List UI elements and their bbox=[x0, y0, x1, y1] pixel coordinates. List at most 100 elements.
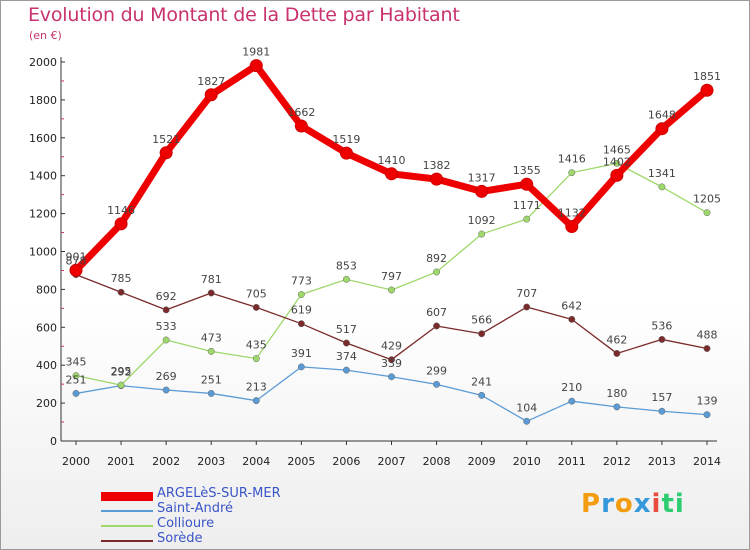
data-label: 1382 bbox=[423, 159, 451, 172]
data-point bbox=[478, 391, 486, 399]
data-label: 299 bbox=[426, 364, 447, 377]
y-tick-label: 800 bbox=[36, 283, 57, 296]
data-point bbox=[610, 168, 624, 182]
data-label: 853 bbox=[336, 259, 357, 272]
chart-title: Evolution du Montant de la Dette par Hab… bbox=[28, 4, 460, 26]
legend-swatch bbox=[101, 492, 153, 501]
x-tick-label: 2012 bbox=[603, 455, 631, 468]
data-point bbox=[703, 209, 711, 217]
data-point bbox=[342, 339, 350, 347]
x-tick-label: 2013 bbox=[648, 455, 676, 468]
data-point bbox=[342, 275, 350, 283]
data-point bbox=[162, 386, 170, 394]
data-point bbox=[207, 347, 215, 355]
data-label: 339 bbox=[381, 357, 402, 370]
x-tick-label: 2014 bbox=[693, 455, 721, 468]
data-label: 473 bbox=[201, 331, 222, 344]
data-label: 707 bbox=[516, 287, 537, 300]
data-point bbox=[339, 146, 353, 160]
data-label: 781 bbox=[201, 273, 222, 286]
axes: 0 200 400 600 800 1000 1200 1400 1600 1800 2000 200… bbox=[29, 56, 721, 468]
y-tick-label: 2000 bbox=[29, 56, 57, 69]
data-label: 1146 bbox=[107, 204, 135, 217]
data-point bbox=[69, 263, 83, 277]
data-label: 517 bbox=[336, 323, 357, 336]
data-label: 619 bbox=[291, 304, 312, 317]
data-point bbox=[700, 83, 714, 97]
y-tick-label: 600 bbox=[36, 321, 57, 334]
data-label: 157 bbox=[651, 391, 672, 404]
data-point bbox=[252, 303, 260, 311]
data-label: 705 bbox=[246, 287, 267, 300]
data-label: 1521 bbox=[152, 133, 180, 146]
data-label: 488 bbox=[697, 329, 718, 342]
data-label: 251 bbox=[201, 373, 222, 386]
x-tick-label: 2010 bbox=[513, 455, 541, 468]
data-label: 1981 bbox=[242, 46, 270, 59]
data-label: 1465 bbox=[603, 143, 631, 156]
data-label: 391 bbox=[291, 347, 312, 360]
data-point bbox=[613, 350, 621, 357]
data-label: 607 bbox=[426, 306, 447, 319]
data-label: 1519 bbox=[332, 133, 360, 146]
y-tick-label: 1200 bbox=[29, 208, 57, 221]
data-point bbox=[703, 345, 711, 352]
data-label: 104 bbox=[516, 401, 537, 414]
data-label: 210 bbox=[561, 381, 582, 394]
data-point bbox=[297, 291, 305, 298]
data-label: 1827 bbox=[197, 75, 225, 88]
legend-label: Sorède bbox=[157, 531, 203, 546]
data-label: 1132 bbox=[558, 206, 586, 219]
data-point bbox=[430, 172, 444, 186]
data-label: 139 bbox=[697, 395, 718, 408]
data-point bbox=[703, 411, 711, 419]
chart-subtitle: (en €) bbox=[29, 29, 62, 42]
data-point bbox=[117, 288, 125, 296]
data-label: 180 bbox=[606, 387, 627, 400]
proxiti-logo: Proxiti bbox=[581, 489, 685, 519]
data-label: 1341 bbox=[648, 167, 676, 180]
data-point bbox=[162, 306, 170, 314]
data-label: 692 bbox=[156, 290, 177, 303]
data-point bbox=[568, 169, 576, 177]
data-point bbox=[433, 268, 441, 276]
logo-letter: P bbox=[581, 489, 602, 519]
data-point bbox=[478, 330, 486, 338]
data-point bbox=[294, 119, 308, 133]
data-label: 797 bbox=[381, 270, 402, 283]
data-label: 1355 bbox=[513, 164, 541, 177]
data-label: 901 bbox=[66, 250, 87, 263]
data-point bbox=[297, 320, 305, 328]
data-point bbox=[252, 355, 260, 363]
data-point bbox=[297, 363, 305, 371]
data-label: 269 bbox=[156, 370, 177, 383]
data-point bbox=[204, 88, 218, 102]
data-point bbox=[385, 167, 398, 181]
data-point bbox=[658, 407, 666, 415]
x-tick-label: 2006 bbox=[332, 455, 360, 468]
data-label: 435 bbox=[246, 339, 267, 352]
y-tick-label: 200 bbox=[36, 397, 57, 410]
legend-label: ARGELèS-SUR-MER bbox=[157, 486, 281, 501]
data-label: 462 bbox=[606, 333, 627, 346]
data-label: 566 bbox=[471, 314, 492, 327]
data-point bbox=[568, 397, 576, 405]
data-label: 773 bbox=[291, 275, 312, 288]
data-label: 241 bbox=[471, 375, 492, 388]
data-point bbox=[388, 373, 395, 381]
data-point bbox=[249, 59, 263, 73]
y-tick-label: 1400 bbox=[29, 170, 57, 183]
legend-label: Collioure bbox=[157, 516, 215, 531]
data-label: 292 bbox=[111, 366, 132, 379]
data-point bbox=[72, 372, 80, 380]
data-label: 1416 bbox=[558, 153, 586, 166]
data-label: 1402 bbox=[603, 155, 631, 168]
x-tick-label: 2007 bbox=[378, 455, 406, 468]
x-tick-label: 2005 bbox=[287, 455, 315, 468]
x-tick-label: 2004 bbox=[242, 455, 270, 468]
data-point bbox=[565, 219, 579, 233]
data-point bbox=[568, 315, 576, 323]
data-point bbox=[207, 289, 215, 297]
